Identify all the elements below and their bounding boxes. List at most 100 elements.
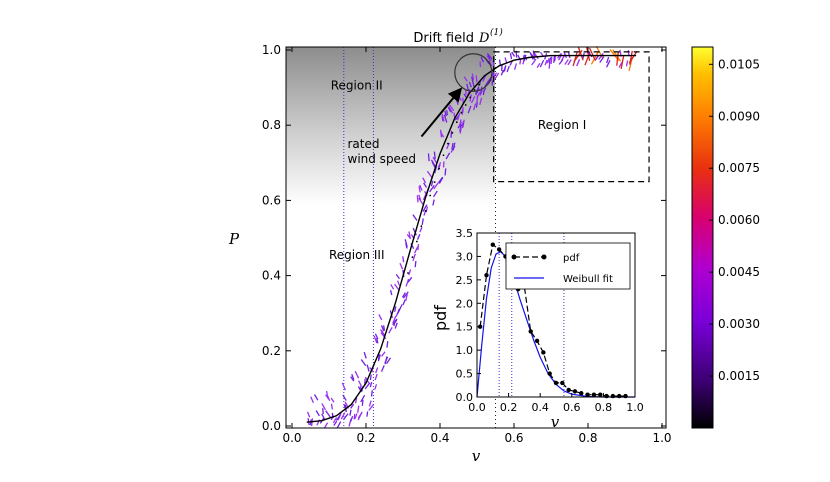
title-symbol: D bbox=[478, 31, 490, 46]
title-superscript: (1) bbox=[490, 27, 503, 38]
drift-arrow bbox=[483, 89, 484, 94]
drift-arrow bbox=[500, 60, 501, 66]
trail-dot bbox=[407, 272, 409, 274]
trail-dot bbox=[412, 256, 414, 258]
drift-arrow bbox=[371, 390, 372, 396]
y-tick-label: 0.2 bbox=[262, 344, 281, 358]
y-tick-label: 0.0 bbox=[262, 419, 281, 433]
trail-dot bbox=[447, 143, 449, 145]
drift-arrow bbox=[362, 400, 363, 406]
pdf-point bbox=[497, 247, 501, 251]
colorbar-tick-label: 0.0105 bbox=[718, 57, 760, 71]
drift-arrow bbox=[492, 80, 493, 85]
drift-arrow bbox=[445, 168, 446, 175]
pdf-point bbox=[491, 243, 495, 247]
pdf-point bbox=[566, 388, 570, 392]
inset-y-tick-label: 3.0 bbox=[456, 250, 474, 263]
colorbar-tick-label: 0.0045 bbox=[718, 265, 760, 279]
pdf-point bbox=[560, 381, 564, 385]
trail-dot bbox=[465, 104, 467, 106]
inset-x-tick-label: 0.8 bbox=[595, 401, 613, 414]
y-tick-label: 0.8 bbox=[262, 118, 281, 132]
drift-arrow bbox=[384, 325, 385, 330]
region-iii-label: Region III bbox=[329, 248, 385, 262]
trail-dot bbox=[469, 97, 471, 99]
pdf-point bbox=[604, 394, 608, 398]
pdf-point bbox=[592, 392, 596, 396]
trail-dot bbox=[425, 210, 427, 212]
colorbar-gradient bbox=[692, 47, 713, 428]
colorbar-tick-label: 0.0015 bbox=[718, 369, 760, 383]
inset-y-tick-label: 1.0 bbox=[456, 344, 474, 357]
pdf-point bbox=[623, 394, 627, 398]
x-tick-label: 0.2 bbox=[356, 431, 375, 445]
trail-dot bbox=[443, 154, 445, 156]
pdf-point bbox=[541, 350, 545, 354]
pdf-point bbox=[547, 371, 551, 375]
trail-dot bbox=[429, 195, 431, 197]
y-tick-label: 0.4 bbox=[262, 269, 281, 283]
legend-pdf-label: pdf bbox=[563, 253, 580, 264]
drift-arrow bbox=[370, 375, 371, 380]
inset-x-axis-label: v bbox=[551, 413, 560, 431]
inset-y-tick-label: 2.5 bbox=[456, 274, 474, 287]
pdf-point bbox=[617, 394, 621, 398]
drift-arrow bbox=[417, 195, 418, 202]
drift-arrow bbox=[387, 341, 388, 347]
pdf-point bbox=[585, 392, 589, 396]
trail-dot bbox=[434, 181, 436, 183]
x-tick-label: 0.4 bbox=[430, 431, 449, 445]
drift-arrow bbox=[367, 411, 368, 416]
drift-arrow bbox=[476, 102, 477, 108]
x-tick-label: 0.8 bbox=[578, 431, 597, 445]
inset-x-tick-label: 1.0 bbox=[626, 401, 644, 414]
region-i-label: Region I bbox=[538, 118, 586, 132]
trail-dot bbox=[460, 112, 462, 114]
inset-y-tick-label: 0.5 bbox=[456, 368, 474, 381]
colorbar-tick-label: 0.0030 bbox=[718, 317, 760, 331]
drift-arrow bbox=[434, 152, 435, 160]
inset-legend: pdf Weibull fit bbox=[506, 243, 630, 289]
drift-arrow bbox=[332, 404, 333, 410]
x-tick-label: 0.0 bbox=[282, 431, 301, 445]
trail-dot bbox=[438, 168, 440, 170]
x-axis-label: v bbox=[472, 447, 481, 465]
region-shading bbox=[286, 47, 495, 205]
inset-y-tick-label: 3.5 bbox=[456, 227, 474, 240]
trail-dot bbox=[452, 132, 454, 134]
region-ii-label: Region II bbox=[331, 79, 383, 93]
colorbar-tick-label: 0.0060 bbox=[718, 213, 760, 227]
drift-arrow bbox=[451, 131, 452, 138]
legend-weibull-label: Weibull fit bbox=[563, 274, 613, 285]
drift-arrow bbox=[447, 110, 448, 115]
inset-y-axis-label: pdf bbox=[431, 305, 450, 331]
pdf-point bbox=[484, 273, 488, 277]
inset-x-tick-label: 0.6 bbox=[563, 401, 581, 414]
pdf-point bbox=[535, 339, 539, 343]
annotation-rated: rated bbox=[348, 137, 380, 151]
trail-dot bbox=[456, 121, 458, 123]
inset-x-tick-label: 0.2 bbox=[500, 401, 518, 414]
trail-dot bbox=[474, 89, 476, 91]
annotation-wind-speed: wind speed bbox=[348, 152, 416, 166]
drift-arrow bbox=[415, 261, 416, 267]
x-tick-label: 0.6 bbox=[504, 431, 523, 445]
trail-dot bbox=[420, 225, 422, 227]
pdf-point bbox=[529, 329, 533, 333]
y-tick-label: 1.0 bbox=[262, 43, 281, 57]
inset-y-tick-label: 0.0 bbox=[456, 391, 474, 404]
colorbar: 0.00150.00300.00450.00600.00750.00900.01… bbox=[692, 47, 760, 428]
trail-dot bbox=[478, 84, 480, 86]
trail-dot bbox=[416, 241, 418, 243]
inset-y-tick-label: 1.5 bbox=[456, 321, 474, 334]
pdf-point bbox=[579, 391, 583, 395]
y-axis-label: P bbox=[228, 230, 240, 248]
colorbar-tick-label: 0.0090 bbox=[718, 109, 760, 123]
inset-x-tick-label: 0.4 bbox=[531, 401, 549, 414]
chart-title: Drift field bbox=[413, 31, 474, 46]
y-tick-label: 0.6 bbox=[262, 193, 281, 207]
drift-arrow bbox=[323, 408, 324, 414]
pdf-point bbox=[554, 381, 558, 385]
